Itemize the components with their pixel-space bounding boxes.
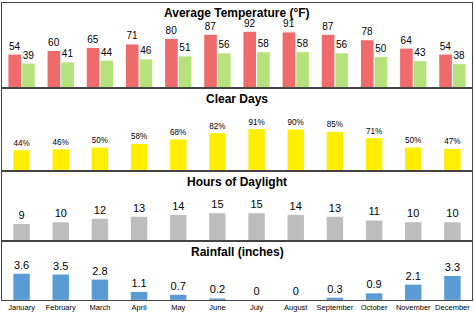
svg-text:Average Temperature (°F): Average Temperature (°F) bbox=[164, 6, 310, 20]
svg-text:44: 44 bbox=[101, 47, 113, 58]
svg-text:0.9: 0.9 bbox=[366, 278, 381, 290]
svg-text:Clear Days: Clear Days bbox=[206, 92, 268, 106]
svg-text:58: 58 bbox=[297, 38, 309, 49]
svg-text:54: 54 bbox=[9, 41, 21, 52]
svg-text:July: July bbox=[250, 303, 264, 312]
svg-text:87: 87 bbox=[322, 21, 334, 32]
svg-text:March: March bbox=[89, 303, 110, 312]
svg-text:43: 43 bbox=[414, 47, 426, 58]
svg-text:0: 0 bbox=[293, 285, 299, 297]
svg-text:65: 65 bbox=[87, 34, 99, 45]
svg-text:78: 78 bbox=[361, 26, 373, 37]
svg-text:14: 14 bbox=[172, 200, 184, 212]
svg-text:10: 10 bbox=[446, 207, 458, 219]
svg-text:68%: 68% bbox=[170, 128, 186, 137]
svg-text:0.7: 0.7 bbox=[171, 280, 186, 292]
svg-text:56: 56 bbox=[218, 39, 230, 50]
svg-text:50%: 50% bbox=[92, 136, 108, 145]
svg-text:September: September bbox=[317, 303, 354, 312]
svg-text:47%: 47% bbox=[444, 137, 460, 146]
svg-text:December: December bbox=[435, 303, 470, 312]
svg-text:May: May bbox=[171, 303, 185, 312]
svg-text:January: January bbox=[8, 303, 35, 312]
svg-text:50: 50 bbox=[375, 43, 387, 54]
svg-text:71%: 71% bbox=[366, 127, 382, 136]
svg-text:82%: 82% bbox=[209, 122, 225, 131]
svg-text:November: November bbox=[396, 303, 431, 312]
svg-text:60: 60 bbox=[48, 37, 60, 48]
svg-text:February: February bbox=[46, 303, 76, 312]
svg-text:Rainfall (inches): Rainfall (inches) bbox=[191, 245, 284, 259]
svg-text:11: 11 bbox=[368, 205, 379, 217]
svg-text:80: 80 bbox=[166, 25, 178, 36]
svg-text:April: April bbox=[132, 303, 147, 312]
svg-text:38: 38 bbox=[453, 50, 465, 61]
svg-text:41: 41 bbox=[62, 48, 74, 59]
svg-text:June: June bbox=[209, 303, 225, 312]
svg-text:2.8: 2.8 bbox=[92, 265, 107, 277]
svg-text:58: 58 bbox=[258, 38, 270, 49]
svg-text:85%: 85% bbox=[327, 120, 343, 129]
svg-text:87: 87 bbox=[205, 21, 217, 32]
svg-text:3.5: 3.5 bbox=[53, 260, 68, 272]
svg-text:64: 64 bbox=[401, 35, 413, 46]
svg-text:2.1: 2.1 bbox=[406, 270, 421, 282]
svg-text:0: 0 bbox=[254, 285, 260, 297]
svg-text:12: 12 bbox=[94, 204, 106, 216]
svg-text:3.6: 3.6 bbox=[14, 259, 29, 271]
svg-text:1.1: 1.1 bbox=[131, 277, 146, 289]
svg-text:58%: 58% bbox=[131, 132, 147, 141]
svg-text:Hours of Daylight: Hours of Daylight bbox=[187, 175, 287, 189]
svg-text:14: 14 bbox=[290, 200, 302, 212]
svg-text:50%: 50% bbox=[405, 136, 421, 145]
svg-text:91%: 91% bbox=[248, 118, 264, 127]
svg-text:46%: 46% bbox=[53, 138, 69, 147]
svg-text:46: 46 bbox=[140, 45, 152, 56]
svg-text:15: 15 bbox=[250, 198, 262, 210]
svg-text:90%: 90% bbox=[288, 118, 304, 127]
svg-text:54: 54 bbox=[440, 41, 452, 52]
svg-text:0.3: 0.3 bbox=[327, 283, 342, 295]
svg-text:October: October bbox=[361, 303, 388, 312]
svg-text:39: 39 bbox=[23, 50, 35, 61]
svg-text:3.3: 3.3 bbox=[445, 261, 460, 273]
svg-text:15: 15 bbox=[211, 198, 223, 210]
svg-text:92: 92 bbox=[244, 18, 256, 29]
svg-text:10: 10 bbox=[407, 207, 419, 219]
svg-text:51: 51 bbox=[179, 42, 191, 53]
svg-text:13: 13 bbox=[329, 202, 341, 214]
svg-text:91: 91 bbox=[283, 18, 295, 29]
svg-text:0.2: 0.2 bbox=[210, 283, 225, 295]
svg-text:9: 9 bbox=[19, 209, 25, 221]
svg-text:13: 13 bbox=[133, 202, 145, 214]
svg-text:August: August bbox=[284, 303, 308, 312]
svg-text:56: 56 bbox=[336, 39, 348, 50]
svg-text:71: 71 bbox=[126, 30, 138, 41]
svg-text:10: 10 bbox=[55, 207, 67, 219]
svg-text:44%: 44% bbox=[13, 139, 29, 148]
